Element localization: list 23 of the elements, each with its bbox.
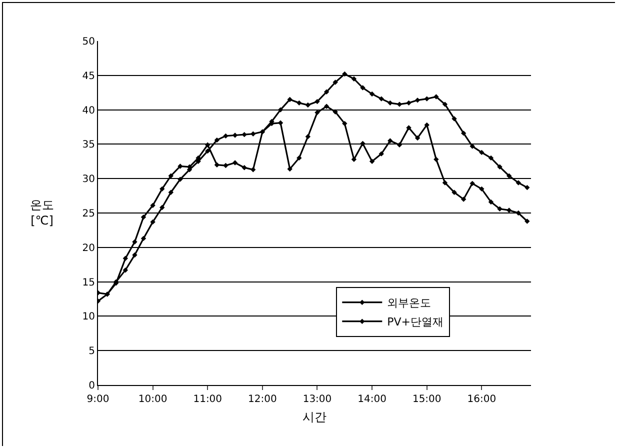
x-tick-label: 16:00 <box>467 394 496 405</box>
y-tick-label: 10 <box>82 312 95 323</box>
x-tick-label: 11:00 <box>193 394 222 405</box>
y-tick-label: 50 <box>82 36 95 48</box>
legend-label: 외부온도 <box>387 296 432 310</box>
y-tick-label: 15 <box>82 277 95 288</box>
y-tick-label: 45 <box>82 70 95 82</box>
x-tick-label: 9:00 <box>86 394 110 405</box>
y-axis-title: 온도 [℃] <box>30 198 54 228</box>
x-tick-label: 10:00 <box>138 394 168 405</box>
x-tick-label: 12:00 <box>248 394 277 405</box>
y-tick-label: 30 <box>82 174 95 186</box>
y-tick-label: 25 <box>82 208 95 220</box>
x-axis-title: 시간 <box>302 410 326 424</box>
legend-label: PV+단열재 <box>387 316 444 329</box>
y-tick-label: 40 <box>82 105 95 116</box>
x-tick-label: 14:00 <box>358 394 386 405</box>
y-tick-label: 20 <box>82 242 95 254</box>
x-tick-label: 13:00 <box>302 394 332 405</box>
y-tick-label: 35 <box>82 140 95 151</box>
x-tick-label: 15:00 <box>412 394 442 405</box>
y-tick-label: 5 <box>88 346 95 358</box>
y-tick-label: 0 <box>88 380 95 392</box>
